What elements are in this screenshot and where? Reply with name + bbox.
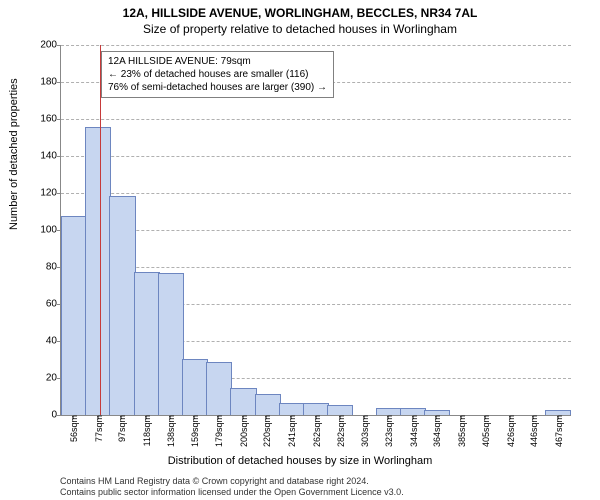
histogram-bar	[206, 362, 232, 415]
x-tick-label: 426sqm	[506, 415, 516, 447]
annotation-line-2: ← 23% of detached houses are smaller (11…	[108, 68, 327, 81]
y-tick-label: 20	[46, 373, 61, 384]
y-tick-label: 60	[46, 299, 61, 310]
chart-title-main: 12A, HILLSIDE AVENUE, WORLINGHAM, BECCLE…	[0, 0, 600, 20]
y-tick-label: 40	[46, 336, 61, 347]
x-axis-label: Distribution of detached houses by size …	[0, 455, 600, 467]
x-tick-label: 220sqm	[262, 415, 272, 447]
x-tick-label: 282sqm	[336, 415, 346, 447]
y-tick-label: 100	[40, 225, 61, 236]
annotation-line-3: 76% of semi-detached houses are larger (…	[108, 81, 327, 94]
histogram-bar	[109, 196, 135, 415]
footer-line-1: Contains HM Land Registry data © Crown c…	[60, 476, 404, 487]
x-tick-label: 56sqm	[69, 415, 79, 442]
grid-line	[61, 45, 571, 46]
histogram-bar	[327, 405, 353, 415]
grid-line	[61, 230, 571, 231]
histogram-bar	[134, 272, 160, 415]
y-tick-label: 180	[40, 77, 61, 88]
x-tick-label: 77sqm	[94, 415, 104, 442]
histogram-bar	[230, 388, 256, 415]
histogram-bar	[85, 127, 111, 415]
y-tick-label: 120	[40, 188, 61, 199]
annotation-box: 12A HILLSIDE AVENUE: 79sqm ← 23% of deta…	[101, 51, 334, 98]
y-tick-label: 200	[40, 40, 61, 51]
x-tick-label: 179sqm	[214, 415, 224, 447]
chart-title-sub: Size of property relative to detached ho…	[0, 20, 600, 36]
x-tick-label: 405sqm	[481, 415, 491, 447]
x-tick-label: 241sqm	[287, 415, 297, 447]
histogram-bar	[303, 403, 329, 415]
footer-attribution: Contains HM Land Registry data © Crown c…	[60, 476, 404, 498]
grid-line	[61, 119, 571, 120]
x-tick-label: 303sqm	[360, 415, 370, 447]
x-tick-label: 364sqm	[432, 415, 442, 447]
x-tick-label: 118sqm	[142, 415, 152, 446]
x-tick-label: 323sqm	[384, 415, 394, 447]
chart-area: 02040608010012014016018020056sqm77sqm97s…	[60, 45, 571, 416]
grid-line	[61, 156, 571, 157]
grid-line	[61, 193, 571, 194]
x-tick-label: 262sqm	[312, 415, 322, 447]
x-tick-label: 446sqm	[529, 415, 539, 447]
reference-line	[100, 45, 101, 415]
histogram-bar	[158, 273, 184, 415]
histogram-bar	[182, 359, 208, 416]
y-tick-label: 0	[51, 410, 61, 421]
x-tick-label: 97sqm	[117, 415, 127, 442]
x-tick-label: 385sqm	[457, 415, 467, 447]
x-tick-label: 200sqm	[239, 415, 249, 447]
histogram-bar	[255, 394, 281, 415]
footer-line-2: Contains public sector information licen…	[60, 487, 404, 498]
histogram-bar	[279, 403, 305, 415]
x-tick-label: 467sqm	[554, 415, 564, 447]
x-tick-label: 159sqm	[190, 415, 200, 447]
histogram-bar	[61, 216, 87, 415]
x-tick-label: 138sqm	[166, 415, 176, 447]
annotation-line-1: 12A HILLSIDE AVENUE: 79sqm	[108, 55, 327, 68]
y-tick-label: 80	[46, 262, 61, 273]
y-axis-label: Number of detached properties	[8, 78, 20, 230]
x-tick-label: 344sqm	[409, 415, 419, 447]
y-tick-label: 140	[40, 151, 61, 162]
grid-line	[61, 267, 571, 268]
y-tick-label: 160	[40, 114, 61, 125]
